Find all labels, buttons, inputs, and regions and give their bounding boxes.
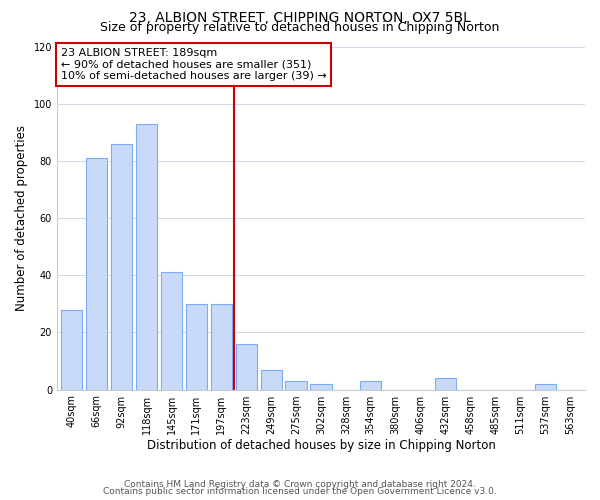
Text: Size of property relative to detached houses in Chipping Norton: Size of property relative to detached ho… [100, 22, 500, 35]
Y-axis label: Number of detached properties: Number of detached properties [15, 125, 28, 311]
Bar [211, 304, 232, 390]
Bar [310, 384, 332, 390]
Bar [360, 381, 382, 390]
Bar [161, 272, 182, 390]
Text: Contains public sector information licensed under the Open Government Licence v3: Contains public sector information licen… [103, 487, 497, 496]
Bar [61, 310, 82, 390]
Bar [86, 158, 107, 390]
Text: 23, ALBION STREET, CHIPPING NORTON, OX7 5BL: 23, ALBION STREET, CHIPPING NORTON, OX7 … [129, 12, 471, 26]
Bar [286, 381, 307, 390]
Bar [435, 378, 456, 390]
Bar [136, 124, 157, 390]
Bar [186, 304, 207, 390]
Text: 23 ALBION STREET: 189sqm
← 90% of detached houses are smaller (351)
10% of semi-: 23 ALBION STREET: 189sqm ← 90% of detach… [61, 48, 326, 81]
Bar [111, 144, 132, 390]
Bar [260, 370, 282, 390]
Bar [535, 384, 556, 390]
Text: Contains HM Land Registry data © Crown copyright and database right 2024.: Contains HM Land Registry data © Crown c… [124, 480, 476, 489]
Bar [236, 344, 257, 390]
X-axis label: Distribution of detached houses by size in Chipping Norton: Distribution of detached houses by size … [146, 440, 496, 452]
